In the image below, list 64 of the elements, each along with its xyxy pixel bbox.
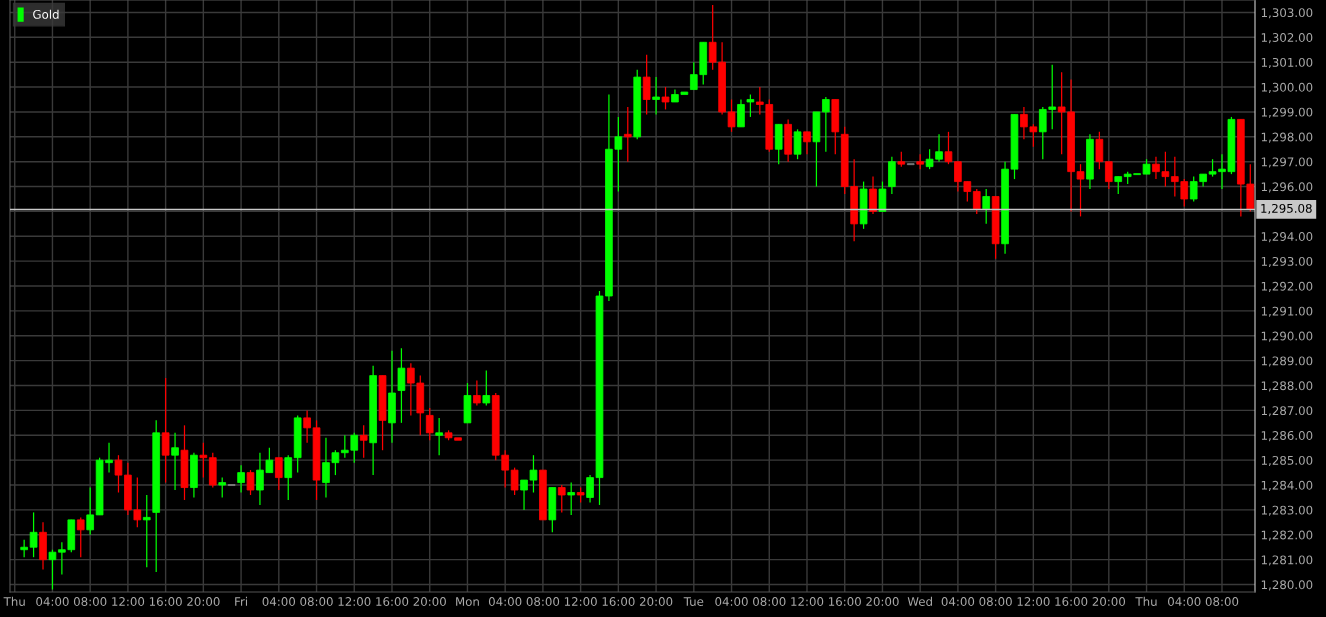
x-tick-label: 04:00 <box>262 597 296 606</box>
x-tick-label: 08:00 <box>73 597 107 606</box>
y-tick-label: 1,302.00 <box>1261 33 1313 44</box>
x-tick-label: 16:00 <box>149 597 182 606</box>
x-tick-label: 20:00 <box>187 597 220 606</box>
candlestick <box>171 432 179 491</box>
y-tick-label: 1,290.00 <box>1261 331 1313 342</box>
x-tick-label: Mon <box>456 597 479 606</box>
x-tick-label: Thu <box>3 596 25 606</box>
ref-line-label: 1,295.08 <box>1261 203 1312 215</box>
y-tick-label: 1,284.00 <box>1261 480 1313 491</box>
x-tick-label: 12:00 <box>1017 597 1050 606</box>
x-tick-label: 12:00 <box>338 597 371 606</box>
x-tick-label: 08:00 <box>753 597 786 606</box>
y-tick-label: 1,299.00 <box>1261 107 1313 118</box>
x-tick-label: 16:00 <box>602 597 635 606</box>
y-tick-label: 1,297.00 <box>1261 157 1313 168</box>
x-tick-label: 08:00 <box>300 597 333 606</box>
x-tick-label: 08:00 <box>1205 597 1239 606</box>
candlestick <box>237 465 245 493</box>
x-tick-label: 08:00 <box>979 597 1012 606</box>
x-tick-label: 04:00 <box>488 597 522 606</box>
y-tick-label: 1,294.00 <box>1261 232 1313 243</box>
x-tick-label: 16:00 <box>376 597 409 606</box>
y-tick-label: 1,287.00 <box>1261 406 1313 417</box>
x-tick-label: Wed <box>907 596 932 606</box>
y-tick-label: 1,282.00 <box>1261 530 1313 541</box>
x-tick-label: 04:00 <box>941 597 975 606</box>
x-tick-label: 08:00 <box>526 597 560 606</box>
candlestick <box>906 163 915 166</box>
y-tick-label: 1,300.00 <box>1261 82 1313 93</box>
y-tick-label: 1,288.00 <box>1261 381 1313 392</box>
x-tick-label: 20:00 <box>1092 597 1126 606</box>
x-tick-label: 16:00 <box>1055 597 1088 606</box>
y-tick-label: 1,303.00 <box>1261 8 1313 19</box>
y-tick-label: 1,298.00 <box>1261 132 1313 143</box>
x-tick-label: 12:00 <box>791 597 824 606</box>
y-tick-label: 1,283.00 <box>1261 505 1313 516</box>
y-tick-label: 1,286.00 <box>1261 431 1313 442</box>
x-tick-label: 04:00 <box>715 597 748 606</box>
x-tick-label: 20:00 <box>866 597 899 606</box>
x-tick-label: 04:00 <box>1168 597 1201 606</box>
x-tick-label: Thu <box>1135 596 1157 606</box>
candlestick <box>652 77 660 115</box>
y-tick-label: 1,281.00 <box>1261 555 1313 566</box>
y-tick-label: 1,301.00 <box>1261 57 1313 69</box>
y-tick-label: 1,280.00 <box>1261 580 1313 591</box>
x-tick-label: 20:00 <box>639 597 673 606</box>
y-tick-label: 1,293.00 <box>1261 256 1313 268</box>
y-tick-label: 1,291.00 <box>1261 306 1313 317</box>
x-tick-label: 20:00 <box>413 597 446 606</box>
y-tick-label: 1,289.00 <box>1261 356 1313 367</box>
x-tick-label: 12:00 <box>112 597 145 606</box>
x-tick-label: 12:00 <box>564 597 597 606</box>
candlestick <box>539 469 547 521</box>
x-tick-label: 16:00 <box>829 597 861 606</box>
candlestick <box>388 350 396 443</box>
y-tick-label: 1,296.00 <box>1261 182 1313 193</box>
x-tick-label: 04:00 <box>36 597 69 606</box>
legend-label: Gold <box>33 9 59 19</box>
y-tick-label: 1,285.00 <box>1261 455 1313 467</box>
x-tick-label: Tue <box>683 597 704 606</box>
x-tick-label: Fri <box>235 596 248 606</box>
y-tick-label: 1,292.00 <box>1261 281 1313 292</box>
